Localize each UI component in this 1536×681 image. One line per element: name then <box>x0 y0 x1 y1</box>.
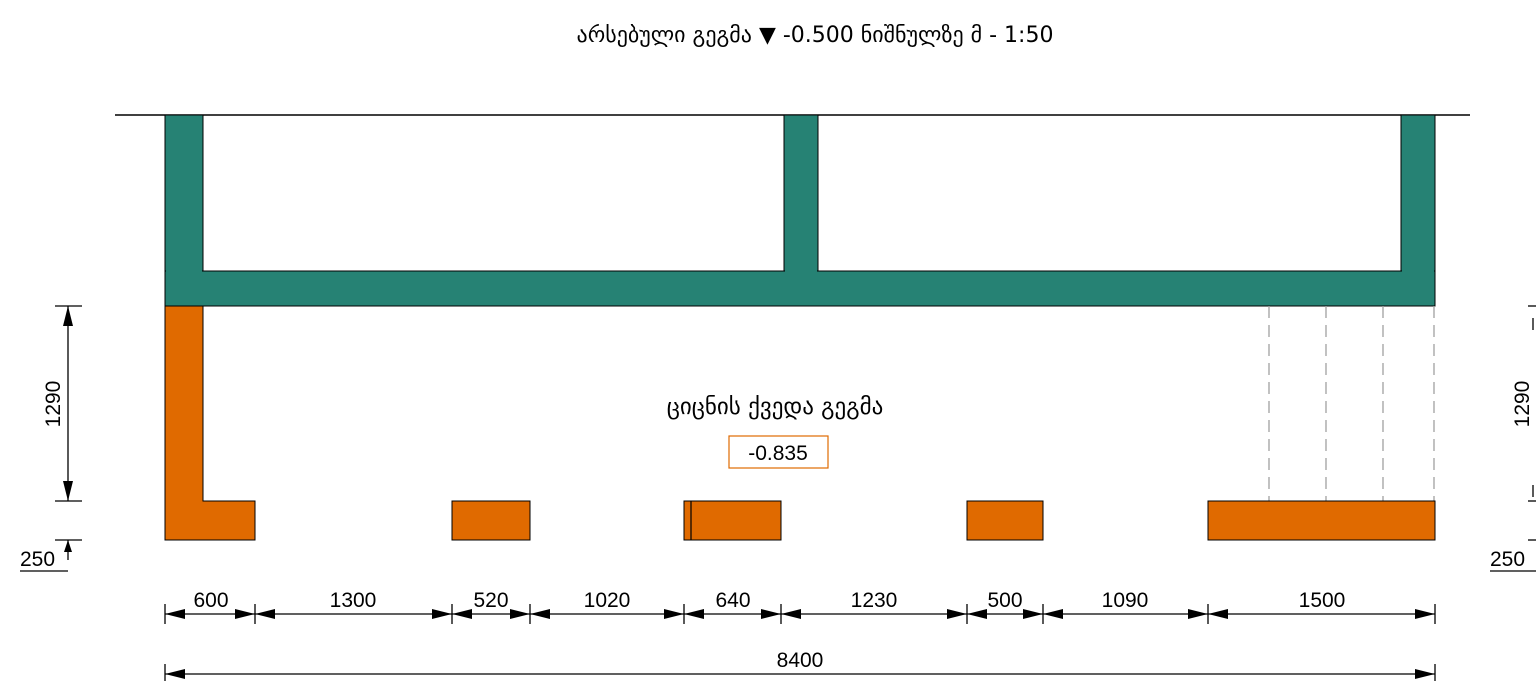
elevation-tag: -0.835 <box>748 442 808 465</box>
footing-left-l-shape <box>164 305 256 541</box>
dim-seg-3: 520 <box>473 589 508 612</box>
dim-seg-9: 1500 <box>1299 589 1346 612</box>
right-height-value: 1290 <box>1511 381 1534 428</box>
dim-seg-8: 1090 <box>1102 589 1149 612</box>
left-base-value: 250 <box>20 548 55 571</box>
wall-right-vertical <box>1400 114 1436 276</box>
right-base-value: 250 <box>1490 548 1525 571</box>
left-height-value: 1290 <box>42 381 65 428</box>
right-height-dimension <box>1490 305 1536 572</box>
footing-4 <box>966 500 1044 541</box>
dim-seg-2: 1300 <box>330 589 377 612</box>
footing-3 <box>683 500 782 541</box>
bottom-dimension-values: 600 1300 520 1020 640 1230 500 1090 1500 <box>193 589 1345 612</box>
dim-seg-4: 1020 <box>584 589 631 612</box>
dim-seg-5: 640 <box>715 589 750 612</box>
wall-left-vertical <box>164 114 204 276</box>
plan-label: ციცნის ქვედა გეგმა <box>667 394 884 420</box>
new-foundations <box>164 305 1436 541</box>
dim-seg-1: 600 <box>193 589 228 612</box>
wall-middle-vertical <box>783 114 819 276</box>
existing-walls <box>164 114 1436 307</box>
dim-seg-7: 500 <box>987 589 1022 612</box>
overall-dimension-value: 8400 <box>777 649 824 672</box>
footing-right <box>1207 500 1436 541</box>
elevation-tag-box <box>728 435 829 469</box>
overall-dimension <box>164 664 1436 681</box>
drawing-title: არსებული გეგმა ▼ -0.500 ნიშნულზე მ - 1:5… <box>577 23 1054 48</box>
dim-seg-6: 1230 <box>851 589 898 612</box>
left-height-dimension <box>20 305 82 572</box>
bottom-dimension-chain <box>164 604 1436 624</box>
footing-2 <box>451 500 531 541</box>
hidden-lines <box>1268 306 1435 501</box>
